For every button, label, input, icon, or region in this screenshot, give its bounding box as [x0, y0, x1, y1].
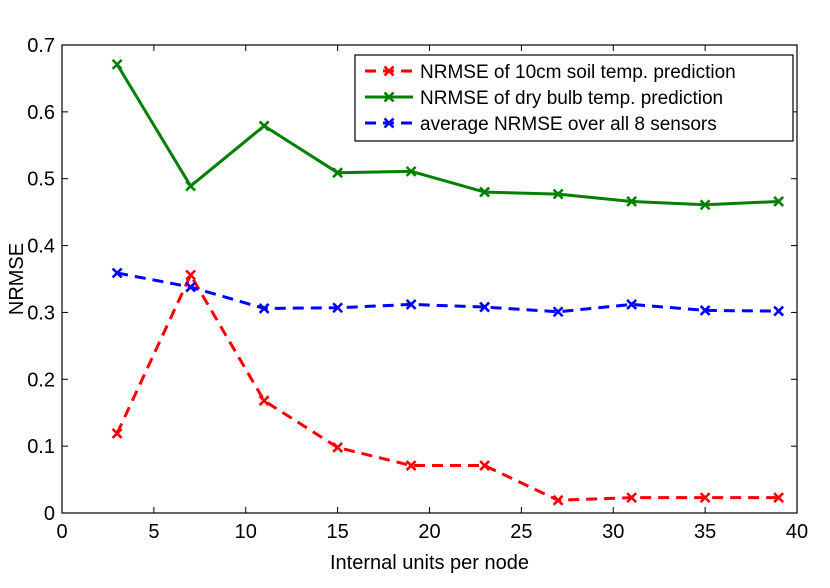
- data-point: [773, 492, 785, 504]
- y-tick-label: 0.6: [27, 102, 55, 124]
- data-point: [332, 167, 344, 179]
- legend-label: NRMSE of 10cm soil temp. prediction: [420, 62, 736, 83]
- legend-marker: [383, 65, 395, 77]
- data-point: [552, 306, 564, 318]
- data-point: [405, 165, 417, 177]
- data-point: [626, 196, 638, 207]
- legend-items: NRMSE of 10cm soil temp. prediction NRMSE…: [365, 62, 736, 135]
- x-tick-label: 20: [418, 521, 440, 543]
- data-point: [552, 494, 564, 506]
- data-point: [185, 281, 197, 293]
- series-3: [111, 267, 785, 318]
- x-tick-label: 0: [56, 521, 67, 543]
- data-point: [405, 460, 417, 471]
- legend-marker: [383, 91, 395, 103]
- data-point: [332, 302, 344, 314]
- data-point: [626, 492, 638, 504]
- data-point: [258, 302, 270, 314]
- series-layer: [111, 58, 785, 506]
- legend-item: average NRMSE over all 8 sensors: [365, 114, 717, 135]
- data-point: [479, 186, 491, 198]
- x-tick-label: 40: [786, 521, 808, 543]
- x-axis-label: Internal units per node: [330, 552, 529, 574]
- x-tick-label: 25: [510, 521, 532, 543]
- data-point: [479, 460, 491, 471]
- legend-item: NRMSE of 10cm soil temp. prediction: [365, 62, 736, 83]
- data-point: [111, 267, 123, 279]
- data-point: [185, 269, 197, 281]
- data-point: [773, 305, 785, 317]
- data-point: [185, 180, 197, 192]
- series-2: [111, 58, 785, 211]
- legend-label: NRMSE of dry bulb temp. prediction: [420, 88, 723, 109]
- data-point: [258, 120, 270, 132]
- data-point: [773, 196, 785, 207]
- legend-item: NRMSE of dry bulb temp. prediction: [365, 88, 723, 109]
- x-tick-label: 5: [148, 521, 159, 543]
- y-tick-label: 0.3: [27, 302, 55, 324]
- legend-label: average NRMSE over all 8 sensors: [420, 114, 717, 135]
- data-point: [111, 58, 123, 70]
- series-line: [115, 63, 779, 207]
- series-line: [115, 273, 779, 502]
- data-point: [699, 199, 711, 211]
- data-point: [552, 188, 564, 200]
- series-1: [111, 269, 785, 506]
- legend-box: [354, 54, 794, 142]
- data-point: [699, 305, 711, 316]
- y-tick-label: 0.7: [27, 35, 55, 57]
- y-axis-label: NRMSE: [6, 243, 28, 315]
- y-tick-label: 0: [44, 503, 55, 525]
- ticks-layer: 0 5 10 15 20 25 30 35 40 0 0.1 0.2 0.3 0.4 0.5 0.6 0.7: [27, 35, 808, 543]
- x-tick-label: 35: [694, 521, 716, 543]
- data-point: [332, 442, 344, 453]
- data-point: [479, 301, 491, 313]
- data-point: [111, 428, 123, 439]
- series-line: [116, 271, 779, 314]
- x-tick-label: 15: [327, 521, 349, 543]
- y-tick-label: 0.2: [27, 369, 55, 391]
- y-tick-label: 0.1: [27, 436, 55, 458]
- y-tick-label: 0.5: [27, 169, 55, 191]
- x-tick-label: 10: [235, 521, 257, 543]
- data-point: [405, 298, 417, 310]
- data-point: [626, 298, 638, 310]
- data-point: [258, 395, 270, 407]
- y-tick-label: 0.4: [27, 236, 55, 258]
- legend: NRMSE of 10cm soil temp. prediction NRMSE…: [354, 54, 794, 142]
- data-point: [699, 492, 711, 504]
- x-tick-label: 30: [602, 521, 624, 543]
- legend-marker: [383, 117, 395, 129]
